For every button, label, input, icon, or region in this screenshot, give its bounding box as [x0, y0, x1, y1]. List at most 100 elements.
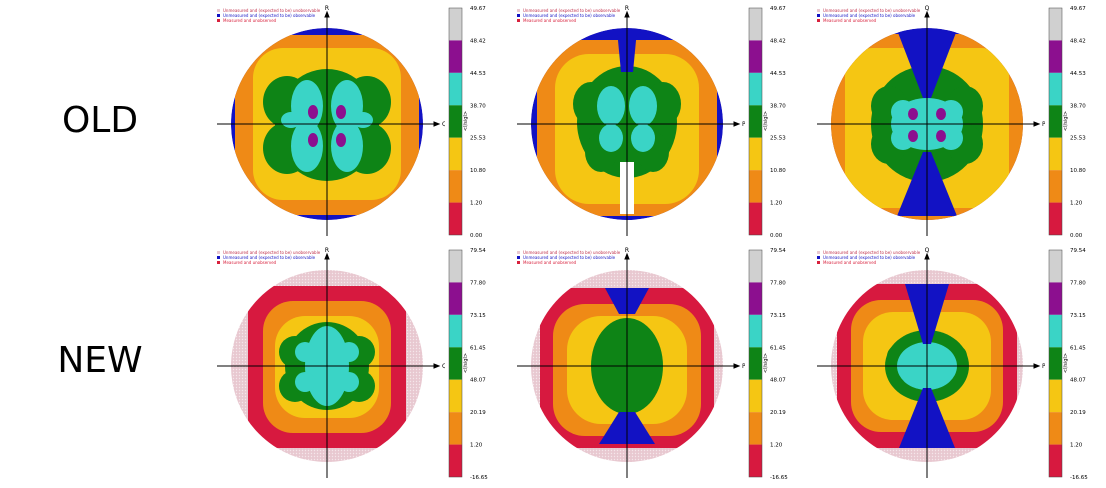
- colorbar-segment: [749, 282, 762, 315]
- legend-swatch: [217, 251, 220, 254]
- legend-swatch: [817, 256, 820, 259]
- colorbar-segment: [749, 444, 762, 477]
- colorbar-tick-label: 44.53: [1070, 71, 1086, 77]
- colorbar: 79.54 77.80 73.15 61.45 48.07 20.19 1.20 -16.65…: [1040, 242, 1100, 482]
- colorbar-segment: [449, 170, 462, 203]
- legend-swatch: [217, 9, 220, 12]
- intensity-band: [631, 124, 655, 152]
- colorbar-tick-label: 79.54: [770, 248, 786, 254]
- intensity-band: [295, 372, 315, 392]
- colorbar-title: <I/sigI>: [1063, 111, 1069, 131]
- axis-label-vertical: Q: [925, 247, 930, 254]
- axis-label-horizontal: P: [1042, 363, 1045, 370]
- colorbar-title: <I/sigI>: [763, 353, 769, 373]
- legend-label: Unmeasured and (expected to be) observab…: [523, 13, 616, 18]
- row-label-old: OLD: [61, 100, 139, 141]
- colorbar-segment: [749, 40, 762, 73]
- colorbar-tick-label: 49.67: [770, 6, 786, 12]
- legend-label: Unmeasured and (expected to be) unobserv…: [523, 250, 621, 255]
- colorbar-segment: [1049, 8, 1062, 41]
- colorbar-segment: [1049, 347, 1062, 380]
- colorbar-title: <I/sigI>: [763, 111, 769, 131]
- legend-swatch: [217, 19, 220, 22]
- axis-label-horizontal: Q: [442, 363, 445, 370]
- legend-label: Unmeasured and (expected to be) observab…: [823, 255, 916, 260]
- legend-label: Measured and unobserved: [823, 18, 877, 23]
- pole-figure-panel: Q P Unmeasured and (expected to be) unobse…: [805, 0, 1105, 240]
- colorbar-segment: [449, 412, 462, 445]
- colorbar-tick-label: 38.70: [1070, 103, 1086, 109]
- colorbar-segment: [1049, 314, 1062, 348]
- intensity-band: [936, 108, 946, 120]
- axis-label-vertical: R: [625, 247, 629, 254]
- legend-label: Unmeasured and (expected to be) observab…: [523, 255, 616, 260]
- plot-axes: [217, 252, 441, 478]
- colorbar-segment: [1049, 170, 1062, 203]
- colorbar-tick-label: -16.65: [470, 475, 488, 481]
- colorbar-segment: [749, 72, 762, 106]
- intensity-band: [336, 133, 346, 147]
- colorbar-tick-label: 10.80: [470, 168, 486, 174]
- colorbar-segment: [449, 282, 462, 315]
- legend-swatch: [217, 256, 220, 259]
- axis-label-vertical: R: [325, 247, 329, 254]
- colorbar-segment: [1049, 282, 1062, 315]
- colorbar-tick-label: 73.15: [470, 313, 486, 319]
- legend-label: Unmeasured and (expected to be) unobserv…: [523, 8, 621, 13]
- colorbar-tick-label: 20.19: [770, 410, 786, 416]
- intensity-band: [891, 126, 915, 150]
- colorbar-segment: [449, 314, 462, 348]
- axis-label-vertical: R: [625, 5, 629, 12]
- legend-label: Unmeasured and (expected to be) observab…: [823, 13, 916, 18]
- legend-label: Measured and unobserved: [823, 260, 877, 265]
- colorbar-segment: [749, 202, 762, 235]
- colorbar-segment: [749, 347, 762, 380]
- colorbar-segment: [449, 444, 462, 477]
- pole-figure-panel: R P Unmeasured and (expected to be) unobse…: [505, 0, 805, 240]
- colorbar-title: <I/sigI>: [463, 353, 469, 373]
- row-label-new: NEW: [57, 340, 143, 381]
- legend-swatch: [217, 14, 220, 17]
- legend-swatch: [517, 9, 520, 12]
- colorbar-segment: [449, 379, 462, 413]
- plot-axes: [217, 10, 441, 236]
- intensity-band: [597, 86, 625, 126]
- intensity-band: [599, 124, 623, 152]
- intensity-band: [629, 86, 657, 126]
- intensity-band: [353, 112, 373, 128]
- colorbar-tick-label: 25.53: [470, 136, 486, 142]
- colorbar-segment: [1049, 40, 1062, 73]
- legend-label: Measured and unobserved: [223, 18, 277, 23]
- colorbar-tick-label: 44.53: [470, 71, 486, 77]
- axis-label-vertical: R: [325, 5, 329, 12]
- plot-axes: [517, 252, 741, 478]
- legend-label: Measured and unobserved: [223, 260, 277, 265]
- pole-figure-panel: Q P Unmeasured and (expected to be) unobse…: [805, 242, 1105, 482]
- colorbar-segment: [1049, 105, 1062, 138]
- pole-figure-plot: R P Unmeasured and (expected to be) unobse…: [517, 247, 745, 478]
- colorbar-tick-label: 1.20: [770, 443, 783, 449]
- colorbar-tick-label: 61.45: [770, 345, 786, 351]
- colorbar-tick-label: 1.20: [770, 201, 783, 207]
- colorbar-segment: [449, 347, 462, 380]
- colorbar: 79.54 77.80 73.15 61.45 48.07 20.19 1.20 -16.65…: [440, 242, 500, 482]
- plot-axes: [817, 252, 1041, 478]
- colorbar-segment: [1049, 72, 1062, 106]
- colorbar-tick-label: 48.42: [770, 38, 786, 44]
- intensity-band: [339, 342, 359, 362]
- colorbar-segment: [449, 40, 462, 73]
- colorbar-segment: [1049, 444, 1062, 477]
- colorbar-segment: [749, 314, 762, 348]
- colorbar-tick-label: 73.15: [1070, 313, 1086, 319]
- legend-swatch: [817, 9, 820, 12]
- colorbar-segment: [749, 105, 762, 138]
- colorbar-tick-label: 48.42: [470, 38, 486, 44]
- plot-axes: [517, 10, 741, 236]
- colorbar-tick-label: 0.00: [770, 233, 783, 239]
- intensity-band: [908, 108, 918, 120]
- axis-label-vertical: Q: [925, 5, 930, 12]
- colorbar-tick-label: 48.42: [1070, 38, 1086, 44]
- colorbar-tick-label: 25.53: [770, 136, 786, 142]
- pole-figure-panel: R Q Unmeasured and (expected to be) unobse…: [205, 242, 505, 482]
- colorbar-tick-label: 73.15: [770, 313, 786, 319]
